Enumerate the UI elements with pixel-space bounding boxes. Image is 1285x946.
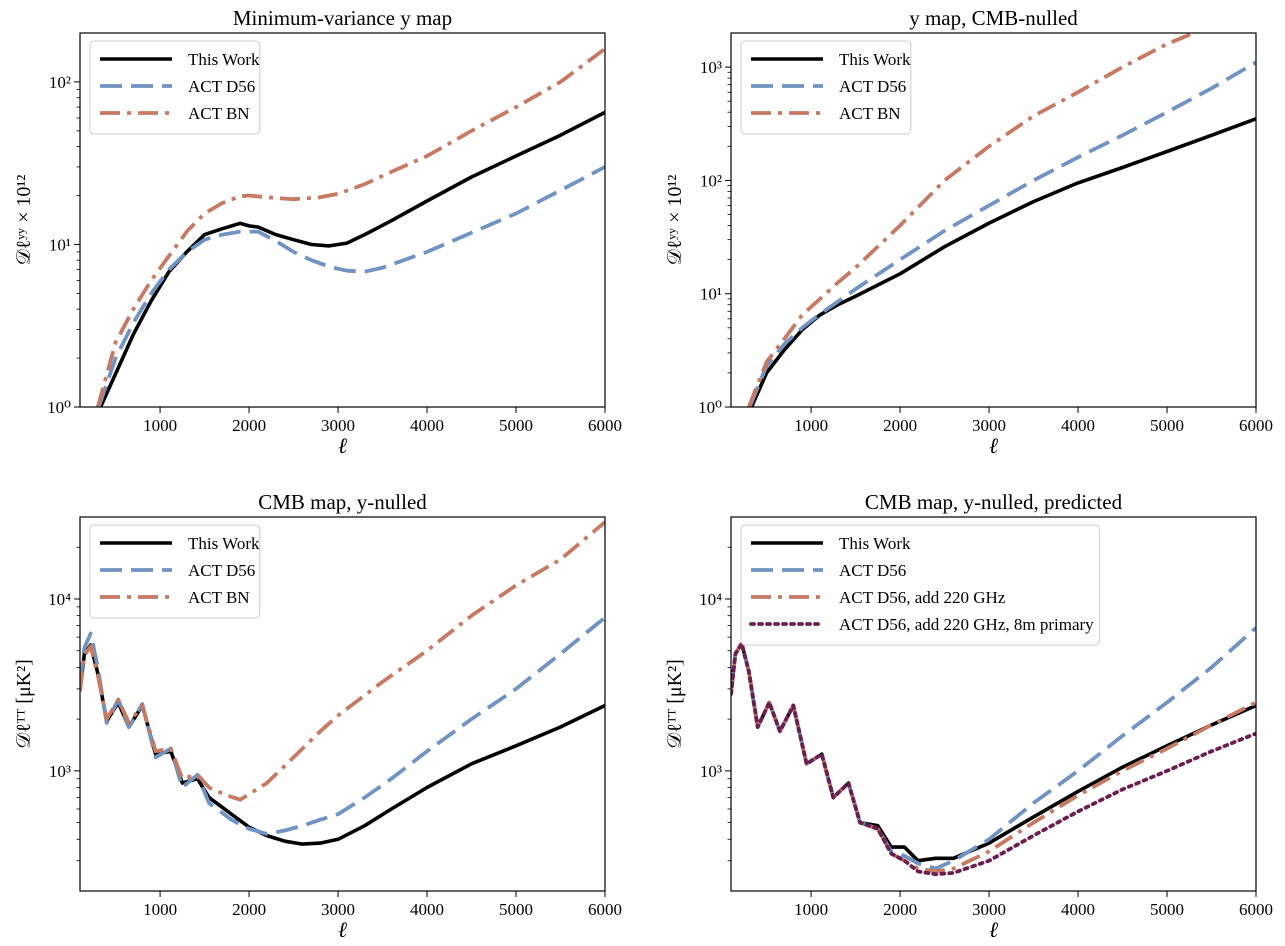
series-group xyxy=(747,33,1256,407)
y-tick-label: 10⁰ xyxy=(47,398,71,417)
x-tick-label: 1000 xyxy=(143,416,177,435)
x-tick-label: 3000 xyxy=(321,416,355,435)
x-tick-label: 4000 xyxy=(410,900,444,919)
axes-frame xyxy=(730,516,1257,892)
legend-label: ACT D56 xyxy=(839,561,906,580)
y-tick-label: 10⁰ xyxy=(698,398,722,417)
axes-frame xyxy=(79,32,606,408)
x-axis-label: ℓ xyxy=(989,917,999,941)
legend-label: ACT D56 xyxy=(839,77,906,96)
series-line-act-bn xyxy=(747,33,1195,407)
chart-panel-3: 1000 2000 3000 4000 5000 6000 10³ 10⁴ CMB map, y… xyxy=(13,490,622,942)
x-tick-label: 2000 xyxy=(883,900,917,919)
series-group xyxy=(731,626,1256,877)
legend-label: ACT D56 xyxy=(188,561,255,580)
legend-box xyxy=(740,524,1100,646)
chart-title: Minimum-variance y map xyxy=(233,6,452,30)
x-tick-label: 2000 xyxy=(232,416,266,435)
x-tick-label: 2000 xyxy=(232,900,266,919)
y-tick-label: 10¹ xyxy=(49,235,71,254)
x-tick-label: 3000 xyxy=(972,416,1006,435)
x-tick-label: 6000 xyxy=(1239,416,1273,435)
chart-panel-4: 1000 2000 3000 4000 5000 6000 10³ 10⁴ CMB map, y… xyxy=(664,490,1273,942)
x-tick-label: 3000 xyxy=(972,900,1006,919)
y-axis-label: 𝒟ℓᵀᵀ [μK²] xyxy=(664,659,686,749)
legend-label: ACT D56 xyxy=(188,77,255,96)
y-axis-label: 𝒟ℓʸʸ × 10¹² xyxy=(13,175,35,266)
series-line-act-d56-add-220-ghz-8m-primary xyxy=(731,641,1256,877)
y-axis-label: 𝒟ℓᵀᵀ [μK²] xyxy=(13,659,35,749)
x-tick-label: 1000 xyxy=(794,900,828,919)
legend-box xyxy=(740,40,912,135)
y-tick-label: 10⁴ xyxy=(48,590,71,609)
legend-label: ACT BN xyxy=(188,104,250,123)
legend-label: ACT D56, add 220 GHz, 8m primary xyxy=(839,615,1094,634)
series-line-act-d56 xyxy=(80,616,605,836)
legend-label: This Work xyxy=(188,534,260,553)
series-group xyxy=(95,47,605,407)
legend: This Work ACT D56 ACT BN xyxy=(740,40,912,135)
x-tick-label: 5000 xyxy=(499,416,533,435)
series-group xyxy=(80,520,605,846)
x-tick-label: 4000 xyxy=(410,416,444,435)
series-line-this-work xyxy=(98,110,605,407)
series-line-act-bn xyxy=(80,520,605,802)
y-tick-label: 10⁴ xyxy=(699,590,722,609)
panels: 1000 2000 3000 4000 5000 6000 10⁰ 10¹ 10² Minimum… xyxy=(13,6,1273,942)
y-axis-label: 𝒟ℓʸʸ × 10¹² xyxy=(664,175,686,266)
legend-label: This Work xyxy=(839,534,911,553)
x-tick-label: 1000 xyxy=(143,900,177,919)
x-tick-label: 2000 xyxy=(883,416,917,435)
axes-frame xyxy=(730,32,1257,408)
y-tick-label: 10³ xyxy=(700,58,722,77)
legend-label: ACT D56, add 220 GHz xyxy=(839,588,1006,607)
series-line-this-work xyxy=(749,117,1256,407)
x-tick-label: 4000 xyxy=(1061,900,1095,919)
y-tick-label: 10¹ xyxy=(700,285,722,304)
x-tick-label: 5000 xyxy=(499,900,533,919)
axes-frame xyxy=(79,516,606,892)
y-tick-label: 10³ xyxy=(700,762,722,781)
y-tick-label: 10² xyxy=(700,171,722,190)
legend-label: ACT BN xyxy=(839,104,901,123)
x-tick-label: 5000 xyxy=(1150,416,1184,435)
legend-label: This Work xyxy=(188,50,260,69)
chart-title: y map, CMB-nulled xyxy=(909,6,1078,30)
x-tick-label: 6000 xyxy=(1239,900,1273,919)
legend-label: This Work xyxy=(839,50,911,69)
series-line-act-d56 xyxy=(96,165,605,407)
y-tick-label: 10² xyxy=(49,73,71,92)
legend-box xyxy=(89,40,261,135)
legend-box xyxy=(89,524,261,619)
x-axis-label: ℓ xyxy=(989,433,999,458)
x-tick-label: 1000 xyxy=(794,416,828,435)
x-tick-label: 3000 xyxy=(321,900,355,919)
chart-panel-2: 1000 2000 3000 4000 5000 6000 10⁰ 10¹ 10² 10³ y ma… xyxy=(664,6,1273,458)
x-tick-label: 4000 xyxy=(1061,416,1095,435)
legend: This Work ACT D56 ACT BN xyxy=(89,40,261,135)
chart-title: CMB map, y-nulled, predicted xyxy=(865,490,1123,514)
y-tick-label: 10³ xyxy=(49,762,71,781)
legend-label: ACT BN xyxy=(188,588,250,607)
chart-title: CMB map, y-nulled xyxy=(258,490,427,514)
series-line-act-d56 xyxy=(747,60,1256,407)
x-axis-label: ℓ xyxy=(338,433,348,458)
x-tick-label: 6000 xyxy=(588,900,622,919)
legend: This Work ACT D56 ACT D56, add 220 GHz ACT … xyxy=(740,524,1100,646)
x-tick-label: 5000 xyxy=(1150,900,1184,919)
chart-panel-1: 1000 2000 3000 4000 5000 6000 10⁰ 10¹ 10² Minimum… xyxy=(13,6,622,458)
x-axis-label: ℓ xyxy=(338,917,348,941)
legend: This Work ACT D56 ACT BN xyxy=(89,524,261,619)
x-tick-label: 6000 xyxy=(588,416,622,435)
